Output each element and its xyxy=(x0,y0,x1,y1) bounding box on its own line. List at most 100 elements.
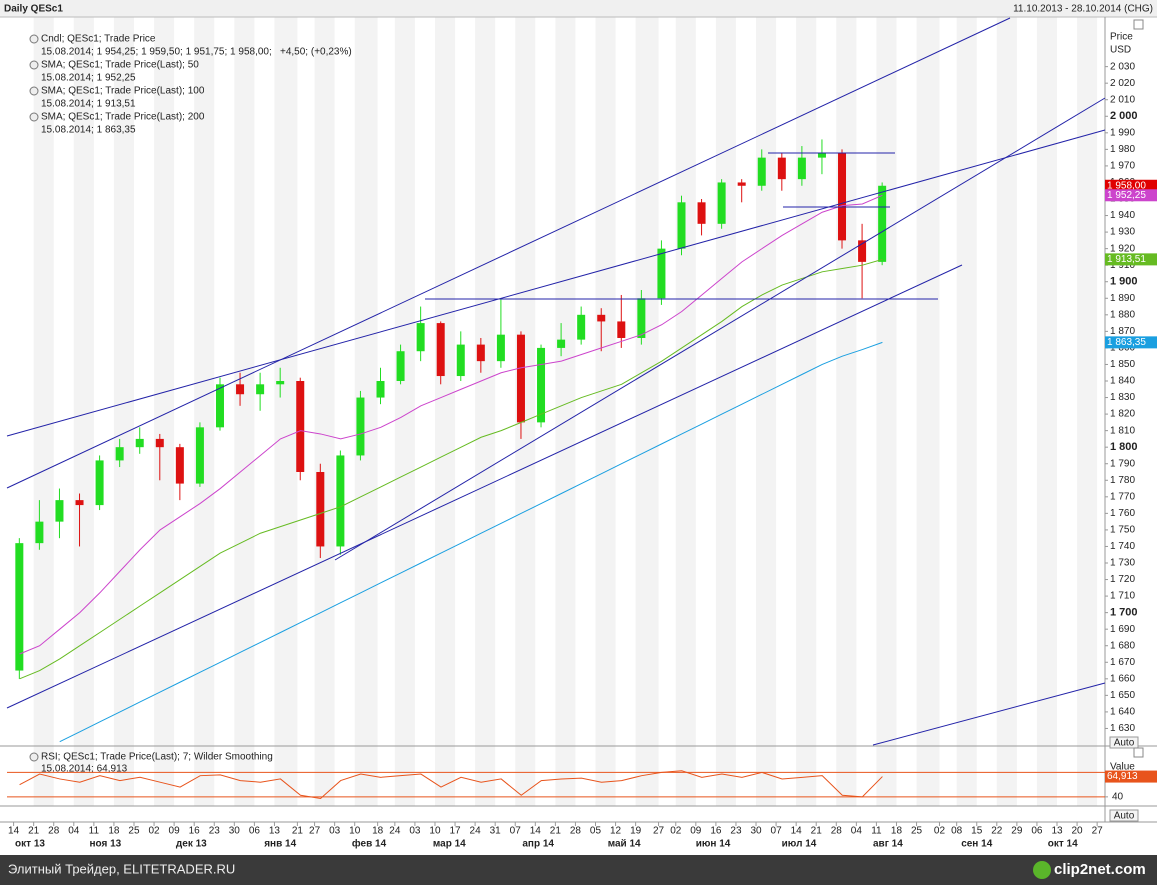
month-label: сен 14 xyxy=(961,839,993,850)
candle-body xyxy=(516,334,525,423)
candle-body xyxy=(215,384,224,428)
x-tick-label: 18 xyxy=(891,826,903,837)
value-tag xyxy=(1105,336,1157,349)
y-tick-label: 1 830 xyxy=(1110,392,1135,403)
candle-body xyxy=(456,344,465,377)
month-label: июл 14 xyxy=(782,839,817,850)
legend-icon[interactable] xyxy=(29,112,39,122)
y-tick-label: 1 970 xyxy=(1110,161,1135,172)
week-stripe xyxy=(154,17,175,806)
candle-body xyxy=(657,248,666,299)
y-tick-label: 1 640 xyxy=(1110,707,1135,718)
y-tick-label: 2 010 xyxy=(1110,94,1135,105)
x-tick-label: 02 xyxy=(148,826,160,837)
x-tick-label: 16 xyxy=(710,826,722,837)
value-tag-label: 1 913,51 xyxy=(1107,254,1146,265)
trendlines xyxy=(6,17,1106,746)
close-button[interactable] xyxy=(1133,747,1144,758)
candle-body xyxy=(416,323,425,352)
value-tag xyxy=(1105,189,1157,202)
week-stripe xyxy=(354,17,378,806)
footer-brand: clip2net.com xyxy=(1054,861,1146,878)
week-stripe xyxy=(194,17,215,806)
legend-info: 15.08.2014; 1 863,35 xyxy=(41,125,136,136)
candle-body xyxy=(175,447,184,484)
candle-body xyxy=(757,157,766,186)
candle-body xyxy=(336,455,345,547)
week-stripe xyxy=(234,17,255,806)
x-tick-label: 23 xyxy=(730,826,742,837)
x-tick-label: 10 xyxy=(349,826,361,837)
x-tick-label: 12 xyxy=(610,826,622,837)
x-tick-label: 14 xyxy=(791,826,803,837)
candle-body xyxy=(296,381,305,472)
candle-body xyxy=(356,397,365,456)
candle-body xyxy=(677,202,686,249)
auto-button[interactable] xyxy=(1109,736,1139,749)
legend-icon[interactable] xyxy=(29,86,39,96)
legend-entry: SMA; QESc1; Trade Price(Last); 200 xyxy=(41,112,205,123)
candle-body xyxy=(95,460,104,506)
y-tick-label: 1 980 xyxy=(1110,144,1135,155)
candle-body xyxy=(376,381,385,398)
x-tick-label: 22 xyxy=(991,826,1003,837)
value-tag-label: 1 958,00 xyxy=(1107,180,1146,191)
week-stripe xyxy=(756,17,777,806)
candle-body xyxy=(236,384,245,395)
candle-body xyxy=(637,298,646,338)
x-tick-label: 09 xyxy=(169,826,181,837)
y-tick-label: 1 900 xyxy=(1110,276,1138,288)
candle-body xyxy=(276,381,285,385)
y-axis-label: Price xyxy=(1110,32,1133,43)
legend-info: 15.08.2014; 64,913 xyxy=(41,764,128,775)
close-button[interactable] xyxy=(1133,19,1144,30)
candle-body xyxy=(537,347,546,423)
x-tick-label: 04 xyxy=(68,826,80,837)
auto-label[interactable]: Auto xyxy=(1114,738,1135,749)
x-tick-label: 06 xyxy=(249,826,261,837)
legend-icon[interactable] xyxy=(29,60,39,70)
candle-body xyxy=(55,500,64,522)
candle-body xyxy=(75,500,84,506)
week-stripe xyxy=(996,17,1017,806)
x-tick-label: 02 xyxy=(934,826,946,837)
candle-body xyxy=(777,157,786,180)
auto-button[interactable] xyxy=(1109,809,1139,822)
week-stripe xyxy=(796,17,817,806)
legend-icon[interactable] xyxy=(29,34,39,44)
week-stripe xyxy=(715,17,736,806)
candle-body xyxy=(316,472,325,547)
y-tick-label: 1 700 xyxy=(1110,607,1138,619)
x-tick-label: 03 xyxy=(329,826,341,837)
y-tick-label: 1 720 xyxy=(1110,574,1135,585)
candle-body xyxy=(797,157,806,180)
legend-entry: SMA; QESc1; Trade Price(Last); 100 xyxy=(41,86,205,97)
y-tick-label: 1 730 xyxy=(1110,558,1135,569)
y-tick-label: 1 760 xyxy=(1110,508,1135,519)
legend-change: +4,50; (+0,23%) xyxy=(280,47,352,58)
x-tick-label: 08 xyxy=(951,826,963,837)
y-tick-label: 40 xyxy=(1112,791,1124,802)
x-tick-label: 29 xyxy=(1011,826,1023,837)
x-tick-label: 07 xyxy=(510,826,522,837)
candle-body xyxy=(115,447,124,461)
week-stripe xyxy=(394,17,415,806)
x-tick-label: 19 xyxy=(630,826,642,837)
x-tick-label: 28 xyxy=(570,826,582,837)
month-label: окт 13 xyxy=(15,839,45,850)
x-tick-label: 07 xyxy=(771,826,783,837)
x-tick-label: 28 xyxy=(831,826,843,837)
y-tick-label: 1 870 xyxy=(1110,326,1135,337)
x-tick-label: 23 xyxy=(209,826,221,837)
week-stripe xyxy=(916,17,940,806)
candle-body xyxy=(195,427,204,484)
y-tick-label: 1 930 xyxy=(1110,227,1135,238)
auto-label[interactable]: Auto xyxy=(1114,811,1135,822)
date-range: 11.10.2013 - 28.10.2014 (CHG) xyxy=(1013,4,1153,15)
y-tick-label: 1 940 xyxy=(1110,210,1135,221)
value-tag-label: 64,913 xyxy=(1107,771,1138,782)
x-tick-label: 18 xyxy=(372,826,384,837)
month-label: ноя 13 xyxy=(89,839,121,850)
legend-icon[interactable] xyxy=(29,752,39,762)
